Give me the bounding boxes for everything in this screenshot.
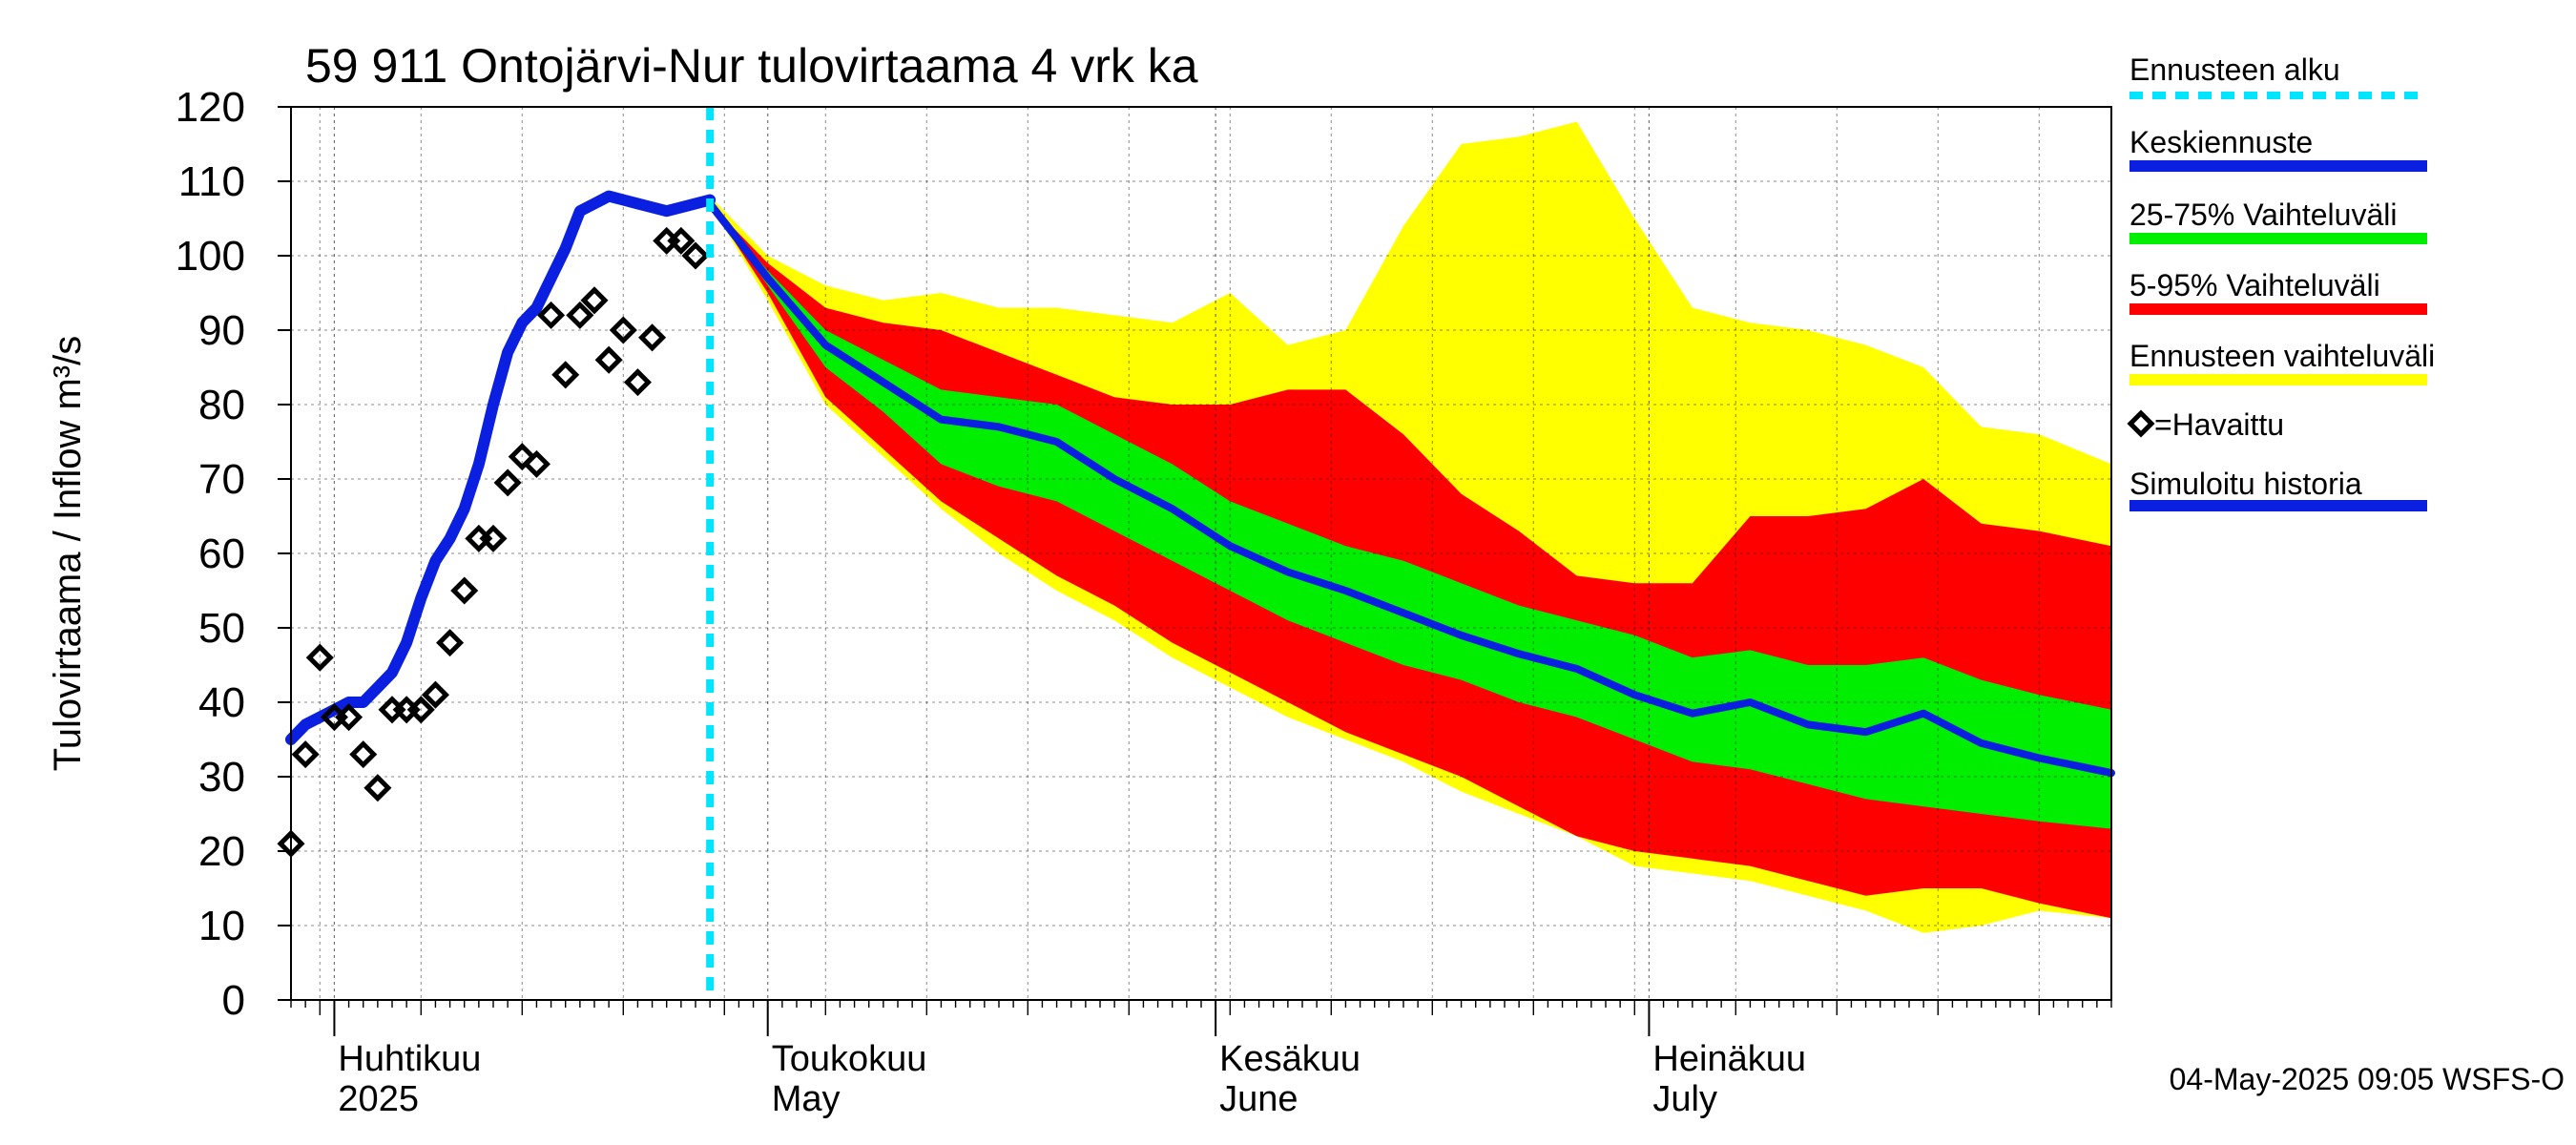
x-month-sublabel: July [1652, 1079, 1717, 1119]
legend-label: Ennusteen alku [2129, 52, 2340, 87]
y-axis-label: Tulovirtaama / Inflow m³/s [47, 336, 89, 771]
y-tick-label: 0 [222, 977, 245, 1024]
x-month-sublabel: 2025 [338, 1079, 419, 1119]
y-tick-label: 30 [198, 754, 245, 801]
observed-point [364, 774, 392, 802]
legend-marker [2127, 409, 2155, 438]
observed-point [522, 449, 551, 478]
observed-point [349, 740, 378, 769]
grid [291, 107, 2111, 1000]
observed-point [479, 524, 508, 552]
y-tick-label: 70 [198, 456, 245, 503]
observed-point [609, 316, 637, 344]
legend-label: =Havaittu [2154, 407, 2284, 442]
x-month-label: Huhtikuu [338, 1039, 481, 1079]
chart-title: 59 911 Ontojärvi-Nur tulovirtaama 4 vrk … [305, 39, 1198, 93]
observed-point [406, 696, 435, 724]
observed-point [623, 368, 652, 397]
observed-point [291, 740, 320, 769]
x-month-sublabel: May [772, 1079, 841, 1119]
legend-label: Ennusteen vaihteluväli [2129, 339, 2435, 373]
x-month-label: Heinäkuu [1652, 1039, 1806, 1079]
simulated-history-line [285, 190, 717, 745]
observed-markers [277, 226, 710, 858]
observed-point [537, 301, 566, 329]
x-month-label: Kesäkuu [1219, 1039, 1361, 1079]
y-axis-ticks: 0 10 20 30 40 50 60 70 80 90 100 110 120 [176, 84, 291, 1024]
series-lines [285, 190, 2115, 778]
x-month-sublabel: June [1219, 1079, 1298, 1119]
y-tick-label: 40 [198, 679, 245, 726]
observed-point [436, 629, 465, 657]
y-tick-label: 60 [198, 531, 245, 577]
band-25-75-area [710, 203, 2111, 829]
y-tick-label: 120 [176, 84, 245, 131]
observed-point [450, 576, 479, 605]
observed-point [335, 703, 364, 732]
observed-point [305, 643, 334, 672]
y-tick-label: 110 [178, 158, 245, 205]
y-tick-label: 100 [176, 233, 245, 280]
observed-point [421, 680, 449, 709]
observed-point [508, 443, 536, 471]
legend-label: Simuloitu historia [2129, 467, 2362, 501]
band-25-75 [710, 203, 2111, 829]
legend-label: 5-95% Vaihteluväli [2129, 268, 2380, 302]
legend-label: Keskiennuste [2129, 125, 2313, 159]
legend-label: 25-75% Vaihteluväli [2129, 198, 2397, 232]
observed-point [493, 468, 522, 497]
observed-point [551, 361, 580, 389]
observed-point [580, 286, 609, 315]
observed-point [566, 301, 594, 329]
plot-area [277, 106, 2115, 1001]
legend: Ennusteen alku Keskiennuste 25-75% Vaihtel… [2127, 52, 2435, 511]
y-tick-label: 80 [198, 382, 245, 428]
footer-timestamp: 04-May-2025 09:05 WSFS-O [2170, 1062, 2565, 1096]
observed-point [681, 241, 710, 270]
observed-point [667, 226, 696, 255]
x-month-label: Toukokuu [772, 1039, 927, 1079]
y-tick-label: 20 [198, 828, 245, 875]
y-tick-label: 90 [198, 307, 245, 354]
observed-point [638, 323, 667, 352]
median-forecast-line [706, 199, 2115, 778]
y-tick-label: 50 [198, 605, 245, 652]
y-tick-label: 10 [198, 903, 245, 949]
observed-point [594, 345, 623, 374]
